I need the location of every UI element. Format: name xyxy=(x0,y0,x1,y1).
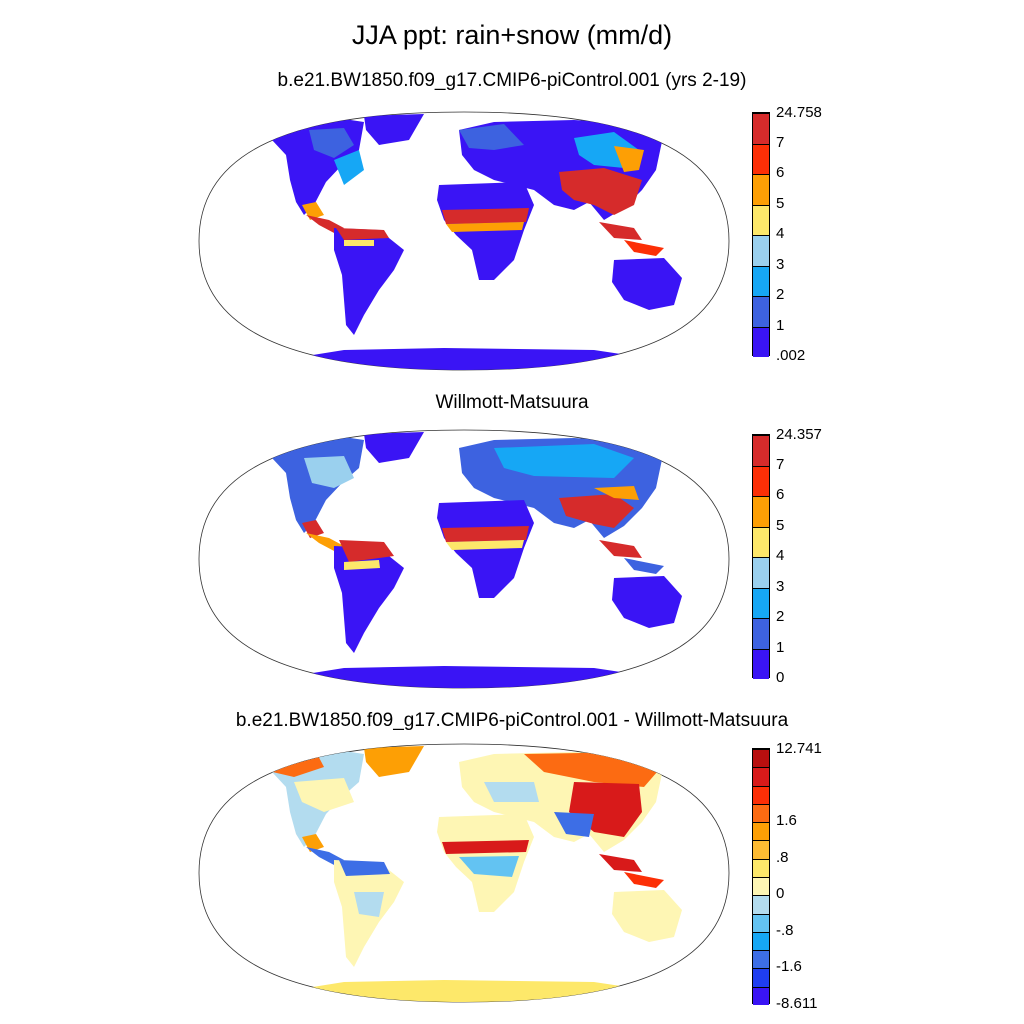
colorbar-tick-label: 2 xyxy=(776,608,785,625)
colorbar-segment xyxy=(753,326,769,357)
colorbar-tick-label: -.8 xyxy=(776,921,794,939)
colorbar-segment xyxy=(753,895,769,914)
panel2-map xyxy=(198,429,730,689)
colorbar-segment xyxy=(753,143,769,174)
colorbar-segment xyxy=(753,435,769,466)
colorbar-segment xyxy=(753,235,769,266)
colorbar-tick-label: 3 xyxy=(776,255,785,273)
panel1-map xyxy=(198,111,730,371)
colorbar-segment xyxy=(753,913,769,932)
colorbar-segment xyxy=(753,465,769,496)
colorbar-tick-label: -1.6 xyxy=(776,958,802,976)
colorbar-segment xyxy=(753,265,769,296)
colorbar-tick-label: 7 xyxy=(776,455,785,473)
colorbar-tick-label: .002 xyxy=(776,347,806,364)
colorbar-segment xyxy=(753,803,769,823)
colorbar-segment xyxy=(753,174,769,205)
colorbar-segment xyxy=(753,648,769,679)
colorbar-tick-label: .8 xyxy=(776,848,789,866)
colorbar-segment xyxy=(753,840,769,859)
colorbar-segment xyxy=(753,587,769,618)
colorbar-tick-label: 4 xyxy=(776,225,785,242)
colorbar-tick-label: 4 xyxy=(776,547,785,564)
colorbar-tick-label: 6 xyxy=(776,164,785,181)
colorbar-segment xyxy=(753,950,769,969)
colorbar-tick-label: 12.741 xyxy=(776,740,822,757)
colorbar-tick-label: 3 xyxy=(776,577,785,595)
colorbar-tick-label: -8.611 xyxy=(776,995,818,1012)
colorbar-segment xyxy=(753,858,769,877)
colorbar-tick-label: 0 xyxy=(776,885,785,903)
panel1-subtitle: b.e21.BW1850.f09_g17.CMIP6-piControl.001… xyxy=(277,70,747,91)
panel2-colorbar xyxy=(752,434,770,679)
colorbar-tick-label: 1.6 xyxy=(776,812,797,830)
colorbar-segment xyxy=(753,618,769,649)
colorbar-tick-label: 2 xyxy=(776,286,785,303)
colorbar-tick-label: 24.357 xyxy=(776,426,822,443)
colorbar-tick-label: 6 xyxy=(776,486,785,503)
colorbar-segment xyxy=(753,749,769,768)
panel3-subtitle: b.e21.BW1850.f09_g17.CMIP6-piControl.001… xyxy=(235,710,789,731)
colorbar-segment xyxy=(753,877,769,896)
colorbar-segment xyxy=(753,931,769,951)
panel3-map xyxy=(198,743,730,1003)
colorbar-tick-label: 1 xyxy=(776,638,785,656)
colorbar-segment xyxy=(753,785,769,804)
colorbar-segment xyxy=(753,496,769,527)
panel1-colorbar xyxy=(752,112,770,357)
colorbar-segment xyxy=(753,113,769,144)
colorbar-segment xyxy=(753,557,769,588)
colorbar-tick-label: 5 xyxy=(776,194,785,212)
panel2-subtitle: Willmott-Matsuura xyxy=(435,392,589,413)
panel3-colorbar xyxy=(752,748,770,1005)
figure-title: JJA ppt: rain+snow (mm/d) xyxy=(351,20,673,50)
colorbar-segment xyxy=(753,526,769,557)
colorbar-tick-label: 7 xyxy=(776,133,785,151)
colorbar-tick-label: 24.758 xyxy=(776,104,822,121)
colorbar-segment xyxy=(753,767,769,786)
colorbar-segment xyxy=(753,968,769,987)
colorbar-segment xyxy=(753,822,769,841)
colorbar-segment xyxy=(753,296,769,327)
colorbar-tick-label: 1 xyxy=(776,316,785,334)
colorbar-segment xyxy=(753,204,769,235)
colorbar-tick-label: 5 xyxy=(776,516,785,534)
colorbar-segment xyxy=(753,986,769,1005)
colorbar-tick-label: 0 xyxy=(776,669,785,686)
